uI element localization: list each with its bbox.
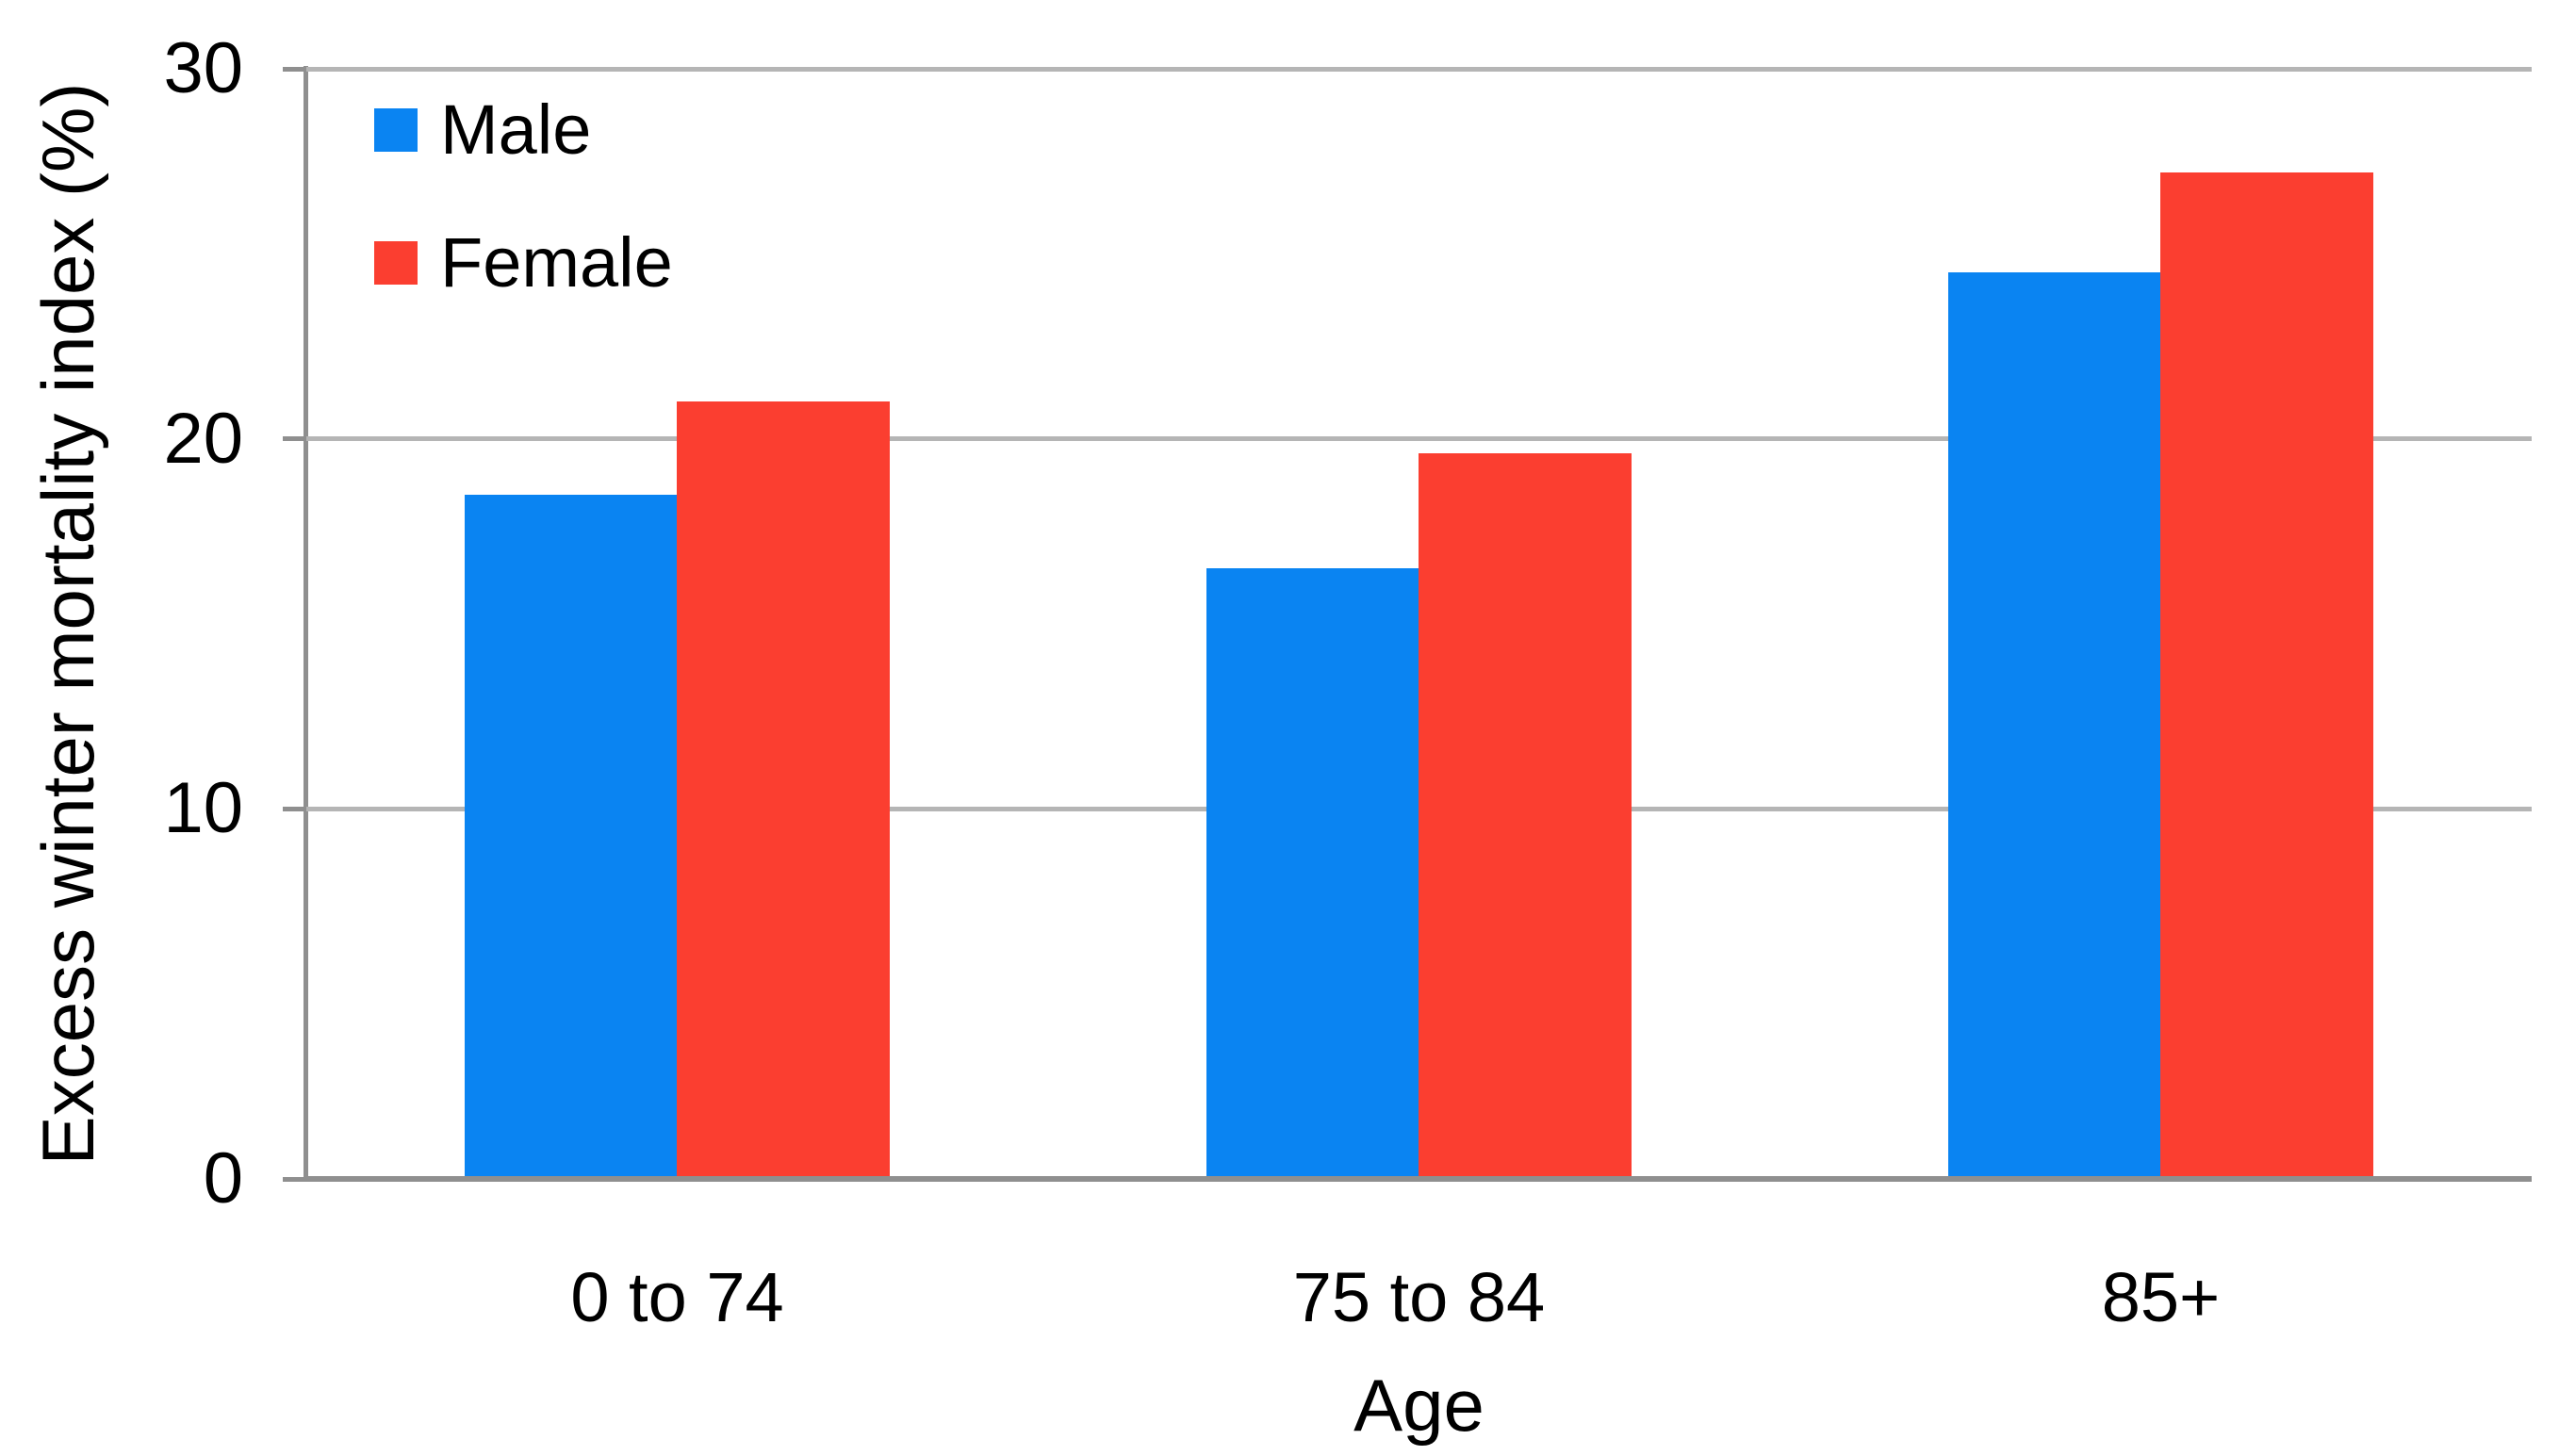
y-tick-mark (283, 67, 307, 72)
bar-group (1790, 69, 2532, 1179)
plot-area: Male Female (306, 67, 2532, 1182)
bar-female-0-to-74 (677, 401, 890, 1179)
y-axis-title: Excess winter mortality index (%) (26, 82, 109, 1166)
x-category-label-0to74: 0 to 74 (570, 1258, 784, 1336)
x-axis-title: Age (1353, 1364, 1485, 1447)
legend-label-female: Female (440, 223, 673, 302)
legend-item-male: Male (374, 95, 673, 165)
x-axis-baseline (306, 1176, 2532, 1182)
x-category-label-75to84: 75 to 84 (1292, 1258, 1546, 1336)
legend-label-male: Male (440, 90, 592, 169)
x-category-labels: 0 to 74 75 to 84 85+ (306, 1263, 2532, 1333)
y-tick-label-20: 20 (163, 399, 243, 479)
y-axis-line (303, 66, 308, 1182)
y-tick-mark (283, 1177, 307, 1182)
bar-group (1048, 69, 1790, 1179)
y-tick-label-10: 10 (163, 768, 243, 848)
female-swatch-icon (374, 241, 418, 285)
bar-layer (306, 69, 2532, 1179)
male-swatch-icon (374, 108, 418, 152)
gridline-30 (306, 67, 2532, 72)
x-category-label-85plus: 85+ (2101, 1258, 2221, 1336)
y-tick-mark (283, 436, 307, 441)
gridline-20 (306, 436, 2532, 441)
bar-male-0-to-74 (465, 494, 678, 1179)
legend: Male Female (374, 95, 673, 372)
y-tick-label-0: 0 (203, 1138, 243, 1219)
legend-item-female: Female (374, 228, 673, 298)
y-tick-mark (283, 807, 307, 811)
bar-male-75-to-84 (1206, 568, 1419, 1179)
bar-female-85+ (2160, 172, 2373, 1179)
bar-female-75-to-84 (1419, 453, 1632, 1179)
bar-male-85+ (1948, 271, 2161, 1179)
y-tick-label-30: 30 (163, 28, 243, 108)
bar-group (306, 69, 1048, 1179)
